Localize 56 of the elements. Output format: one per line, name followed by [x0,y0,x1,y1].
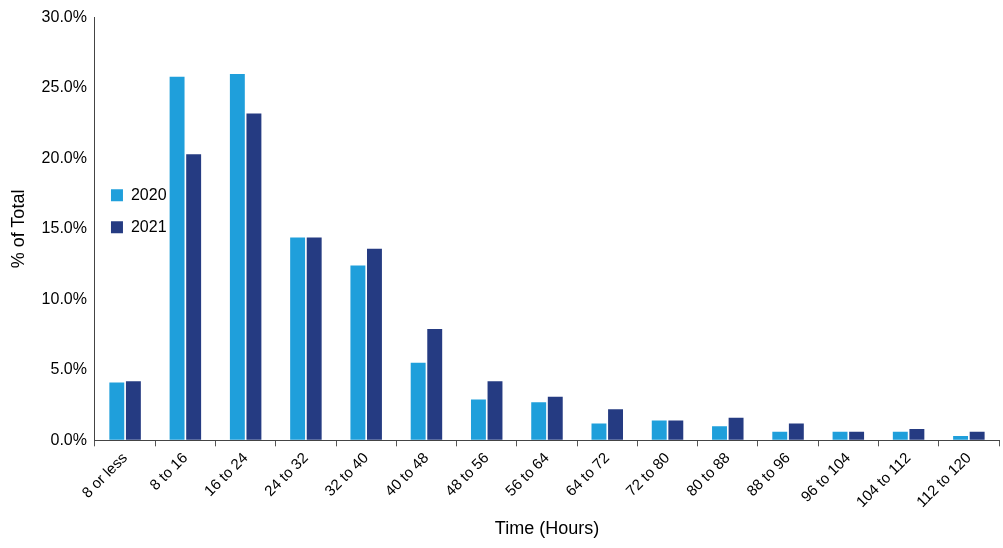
x-tick-label: 112 to 120 [912,448,974,511]
y-tick-label: 15.0% [41,219,87,237]
x-tick-label: 8 or less [78,448,131,501]
bar [169,76,185,440]
y-tick-label: 25.0% [41,78,87,96]
bar [668,420,684,440]
y-axis-title: % of Total [7,189,28,269]
x-tick-label: 8 to 16 [145,448,191,494]
bar [969,431,985,440]
x-tick-label: 56 to 64 [501,448,553,500]
x-tick-label: 24 to 32 [260,448,311,500]
legend-label: 2020 [130,185,167,203]
bar [953,436,969,440]
bar [290,237,306,440]
y-tick-label: 5.0% [50,360,87,378]
y-tick-label: 30.0% [41,8,87,26]
bar [832,431,848,440]
bar [547,396,563,440]
y-tick-label: 20.0% [41,148,87,166]
bar [306,237,322,440]
x-axis-title: Time (Hours) [494,518,600,539]
x-tick-label: 104 to 112 [852,448,914,511]
bar [909,429,925,440]
bar [350,265,366,440]
bar [186,154,202,440]
y-tick-label: 0.0% [50,430,87,448]
y-tick-label: 10.0% [41,289,87,307]
bar [892,431,908,440]
bar [772,431,788,440]
bar [712,426,727,440]
bar [410,362,426,440]
x-tick-label: 72 to 80 [622,448,673,500]
bar [608,409,623,440]
x-tick-label: 64 to 72 [561,448,613,500]
bar [788,423,804,440]
x-tick-label: 40 to 48 [381,448,432,500]
bar [427,329,443,440]
x-tick-label: 80 to 88 [682,448,733,500]
x-tick-label: 88 to 96 [742,448,794,500]
bar [849,431,865,440]
bar [591,423,607,440]
bar [367,248,382,440]
bar [651,420,667,440]
bar [470,399,486,440]
bar [125,381,141,440]
bar [229,73,245,440]
bar [246,113,262,440]
bar [728,417,744,440]
bar [487,381,503,440]
bar [531,402,547,440]
x-tick-label: 48 to 56 [441,448,492,500]
x-tick-label: 32 to 40 [320,448,372,500]
x-tick-label: 96 to 104 [797,448,854,505]
x-tick-label: 16 to 24 [200,448,251,500]
bar [109,382,125,440]
legend-label: 2021 [130,217,167,235]
